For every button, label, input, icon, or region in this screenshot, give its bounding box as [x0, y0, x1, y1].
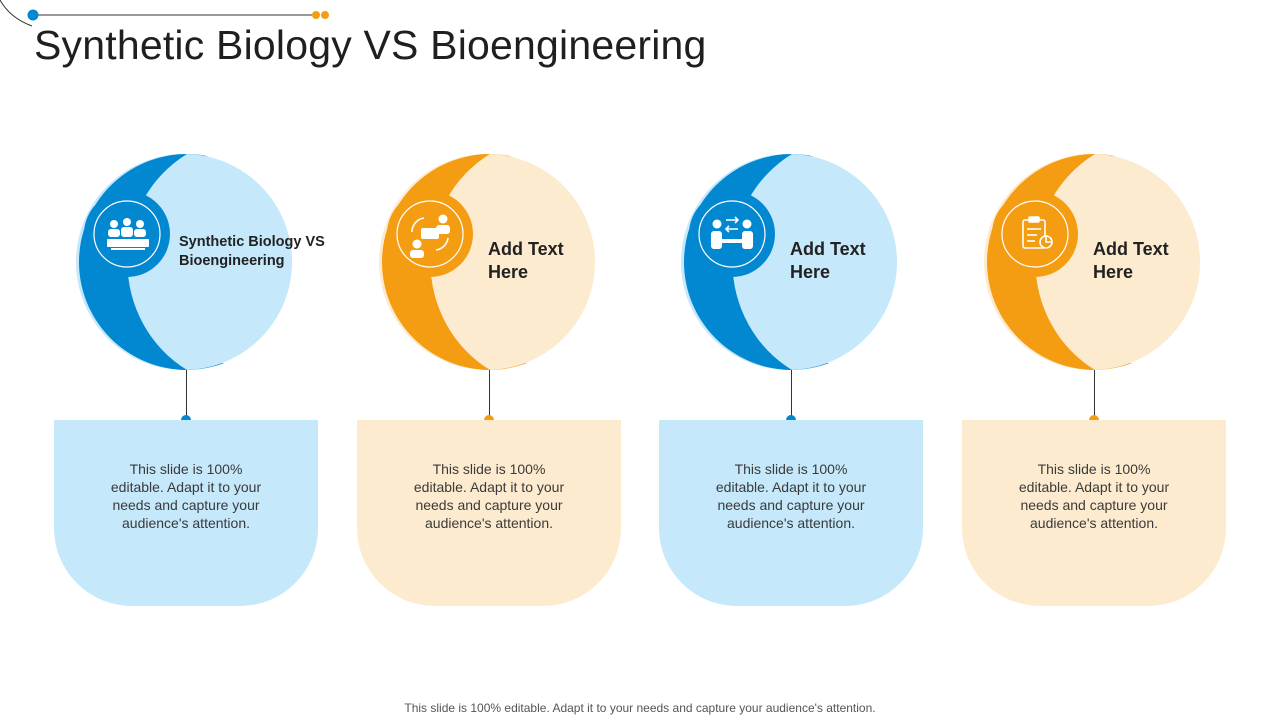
connector-4: [1094, 370, 1095, 418]
description-box-4: This slide is 100% editable. Adapt it to…: [962, 420, 1226, 606]
exchange-icon: [711, 216, 753, 249]
discussion-icon: [410, 214, 450, 258]
bubble-4: Add Text Here: [953, 140, 1253, 390]
bubble-1: Synthetic Biology VS Bioengineering: [45, 140, 345, 390]
description-text-2: This slide is 100% editable. Adapt it to…: [413, 461, 565, 531]
bubble-label-4: Add Text Here: [1093, 239, 1169, 282]
bubble-label-2: Add Text Here: [488, 239, 564, 282]
footer-note: This slide is 100% editable. Adapt it to…: [404, 701, 876, 715]
slide-title: Synthetic Biology VS Bioengineering: [34, 22, 707, 68]
description-text-3: This slide is 100% editable. Adapt it to…: [715, 461, 867, 531]
bubble-3: Add Text Here: [650, 140, 950, 390]
description-text-1: This slide is 100% editable. Adapt it to…: [110, 461, 262, 531]
card-1: Synthetic Biology VS Bioengineering This…: [45, 140, 345, 620]
description-text-4: This slide is 100% editable. Adapt it to…: [1018, 461, 1170, 531]
clipboard-chart-icon: [1022, 216, 1053, 249]
description-box-3: This slide is 100% editable. Adapt it to…: [659, 420, 923, 606]
card-3: Add Text Here This slide is 100% editabl…: [650, 140, 950, 620]
bubble-label-3: Add Text Here: [790, 239, 866, 282]
description-box-1: This slide is 100% editable. Adapt it to…: [54, 420, 318, 606]
decorative-line: [0, 0, 329, 27]
description-box-2: This slide is 100% editable. Adapt it to…: [357, 420, 621, 606]
bubble-2: Add Text Here: [348, 140, 648, 390]
connector-2: [489, 370, 490, 418]
card-4: Add Text Here This slide is 100% editabl…: [953, 140, 1253, 620]
connector-3: [791, 370, 792, 418]
card-2: Add Text Here This slide is 100% editabl…: [348, 140, 648, 620]
classroom-icon: [107, 218, 149, 250]
bubble-label-1: Synthetic Biology VS Bioengineering: [179, 234, 325, 269]
connector-1: [186, 370, 187, 418]
